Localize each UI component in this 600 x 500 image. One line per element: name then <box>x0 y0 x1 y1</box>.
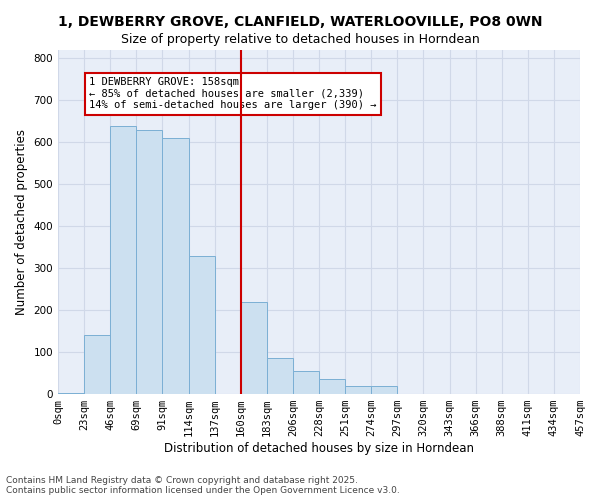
Bar <box>110 126 136 394</box>
Text: Contains HM Land Registry data © Crown copyright and database right 2025.
Contai: Contains HM Land Registry data © Crown c… <box>6 476 400 495</box>
Bar <box>84 336 110 394</box>
Bar <box>345 386 371 394</box>
Bar <box>136 130 163 394</box>
Text: 1 DEWBERRY GROVE: 158sqm
← 85% of detached houses are smaller (2,339)
14% of sem: 1 DEWBERRY GROVE: 158sqm ← 85% of detach… <box>89 78 377 110</box>
Y-axis label: Number of detached properties: Number of detached properties <box>15 129 28 315</box>
Bar <box>319 380 345 394</box>
Bar <box>293 371 319 394</box>
X-axis label: Distribution of detached houses by size in Horndean: Distribution of detached houses by size … <box>164 442 474 455</box>
Text: 1, DEWBERRY GROVE, CLANFIELD, WATERLOOVILLE, PO8 0WN: 1, DEWBERRY GROVE, CLANFIELD, WATERLOOVI… <box>58 15 542 29</box>
Bar <box>241 302 267 394</box>
Bar <box>58 393 84 394</box>
Text: Size of property relative to detached houses in Horndean: Size of property relative to detached ho… <box>121 32 479 46</box>
Bar <box>371 386 397 394</box>
Bar <box>188 256 215 394</box>
Bar <box>267 358 293 394</box>
Bar <box>163 138 188 394</box>
